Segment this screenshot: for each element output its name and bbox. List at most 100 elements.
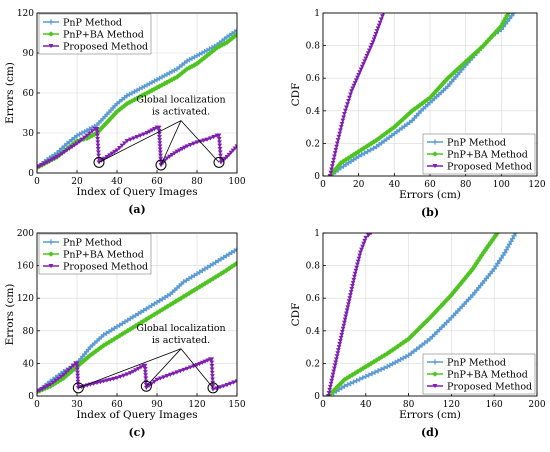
y-tick-label: 30 bbox=[23, 129, 35, 139]
data-point bbox=[82, 135, 87, 140]
data-point bbox=[184, 366, 190, 371]
data-point bbox=[107, 377, 113, 382]
annotation-arrow bbox=[180, 348, 214, 389]
data-point bbox=[357, 376, 363, 382]
y-tick-label: 0.6 bbox=[306, 294, 321, 304]
panel-caption: (d) bbox=[421, 426, 439, 439]
data-point bbox=[138, 309, 144, 315]
data-point bbox=[143, 373, 148, 378]
data-point bbox=[495, 260, 501, 267]
data-point bbox=[231, 380, 237, 385]
data-point bbox=[194, 140, 200, 145]
data-point bbox=[509, 13, 515, 19]
data-point bbox=[142, 363, 148, 369]
data-point bbox=[329, 167, 334, 172]
data-point bbox=[349, 287, 355, 292]
data-point bbox=[427, 314, 433, 321]
data-point bbox=[402, 114, 409, 120]
data-point bbox=[456, 65, 462, 71]
series-group bbox=[37, 27, 237, 171]
legend-marker-pnp_ba bbox=[48, 251, 54, 257]
data-point bbox=[42, 161, 47, 166]
data-point bbox=[187, 143, 193, 148]
data-point bbox=[218, 153, 223, 158]
data-point bbox=[210, 387, 216, 392]
data-point bbox=[216, 137, 222, 142]
y-tick-label: 0.4 bbox=[306, 107, 321, 117]
chart-c: 0 30 60 90 120 150 0 40 80 120 160 200 Index of Quer… bbox=[4, 229, 246, 439]
data-point bbox=[183, 277, 189, 283]
data-point bbox=[174, 149, 180, 154]
data-point bbox=[392, 359, 398, 365]
data-point bbox=[343, 108, 348, 113]
data-point bbox=[130, 369, 136, 374]
data-point bbox=[54, 155, 60, 160]
data-point bbox=[498, 255, 504, 261]
data-point bbox=[338, 335, 344, 341]
data-point bbox=[133, 368, 139, 373]
data-point bbox=[505, 13, 512, 16]
data-point bbox=[70, 363, 76, 368]
data-point bbox=[496, 25, 502, 32]
data-point bbox=[151, 301, 157, 307]
data-point bbox=[66, 368, 71, 373]
data-point bbox=[234, 260, 237, 266]
data-point bbox=[344, 382, 351, 388]
data-point bbox=[77, 139, 82, 144]
data-point bbox=[482, 247, 489, 253]
legend-label-pnp_ba: PnP+BA Method bbox=[63, 30, 144, 41]
data-point bbox=[360, 375, 366, 381]
annotation-arrow bbox=[78, 348, 182, 389]
data-point bbox=[205, 358, 211, 363]
data-point bbox=[104, 378, 110, 383]
y-tick-label: 0.2 bbox=[306, 139, 320, 149]
data-point bbox=[217, 143, 223, 148]
data-point bbox=[231, 248, 237, 254]
data-point bbox=[84, 133, 90, 138]
data-point bbox=[347, 296, 353, 301]
data-point bbox=[334, 144, 339, 149]
annotation-circle bbox=[93, 156, 105, 168]
data-point bbox=[37, 388, 43, 393]
data-point bbox=[212, 274, 219, 280]
data-point bbox=[63, 370, 69, 375]
data-point bbox=[75, 376, 81, 381]
data-point bbox=[500, 252, 506, 258]
x-tick-label: 80 bbox=[191, 177, 203, 187]
x-tick-label: 0 bbox=[34, 400, 40, 410]
data-point bbox=[157, 298, 163, 304]
data-point bbox=[489, 33, 496, 39]
data-point bbox=[100, 123, 106, 130]
data-point bbox=[387, 362, 393, 368]
data-point bbox=[513, 233, 519, 236]
axis-frame bbox=[322, 232, 538, 397]
data-point bbox=[329, 378, 335, 383]
data-point bbox=[345, 305, 351, 310]
data-point bbox=[357, 367, 364, 373]
data-point bbox=[157, 135, 162, 140]
y-tick-label: 0.8 bbox=[306, 42, 321, 52]
data-point bbox=[494, 233, 501, 236]
data-point bbox=[90, 350, 96, 357]
data-point bbox=[409, 108, 415, 114]
data-point bbox=[326, 390, 332, 396]
data-point bbox=[375, 368, 381, 374]
data-point bbox=[327, 387, 333, 393]
legend-label-pnp: PnP Method bbox=[63, 238, 122, 249]
data-point bbox=[325, 394, 331, 396]
data-point bbox=[171, 371, 177, 376]
data-point bbox=[442, 298, 448, 305]
data-point bbox=[405, 336, 412, 342]
data-point bbox=[175, 297, 182, 303]
data-point bbox=[511, 233, 517, 239]
annotation-circle bbox=[72, 382, 84, 394]
data-point bbox=[356, 153, 362, 160]
data-point bbox=[164, 156, 170, 161]
data-point bbox=[419, 342, 425, 348]
data-point bbox=[94, 127, 100, 132]
data-point bbox=[218, 256, 224, 262]
data-point bbox=[202, 266, 208, 272]
data-point bbox=[72, 143, 77, 148]
data-point bbox=[327, 174, 333, 176]
